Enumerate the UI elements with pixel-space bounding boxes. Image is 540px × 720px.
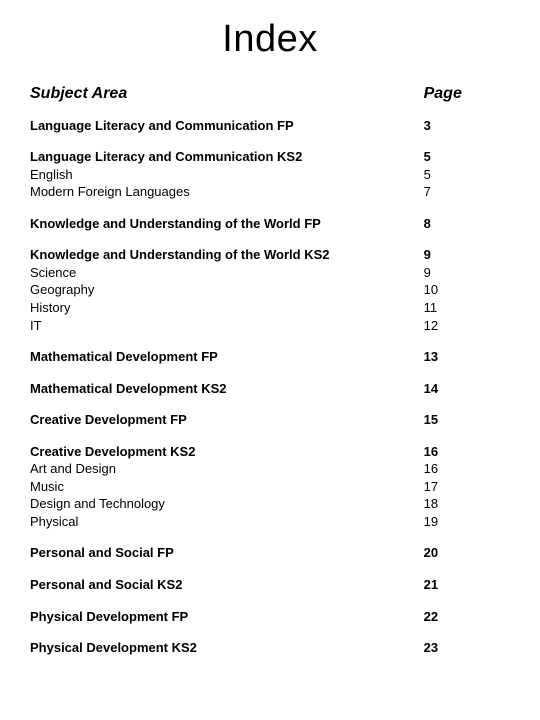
sub-row-subject: IT <box>30 317 424 335</box>
spacer-row <box>30 429 510 443</box>
sub-row: Modern Foreign Languages7 <box>30 183 510 201</box>
section-row: Language Literacy and Communication KS25 <box>30 148 510 166</box>
spacer-row <box>30 562 510 576</box>
section-row-page: 13 <box>424 348 510 366</box>
section-row: Physical Development FP22 <box>30 608 510 626</box>
section-row: Mathematical Development FP13 <box>30 348 510 366</box>
section-row-page: 14 <box>424 380 510 398</box>
section-row-subject: Language Literacy and Communication KS2 <box>30 148 424 166</box>
sub-row-page: 18 <box>424 495 510 513</box>
section-row-page: 16 <box>424 443 510 461</box>
spacer-row <box>30 366 510 380</box>
sub-row: Physical19 <box>30 513 510 531</box>
spacer-row <box>30 594 510 608</box>
section-row-subject: Creative Development KS2 <box>30 443 424 461</box>
sub-row: History11 <box>30 299 510 317</box>
section-row-page: 20 <box>424 544 510 562</box>
section-row: Knowledge and Understanding of the World… <box>30 215 510 233</box>
spacer-row <box>30 334 510 348</box>
sub-row: English5 <box>30 166 510 184</box>
sub-row: Geography10 <box>30 281 510 299</box>
section-row: Knowledge and Understanding of the World… <box>30 246 510 264</box>
section-row-page: 21 <box>424 576 510 594</box>
page-title: Index <box>30 18 510 61</box>
header-row-subject: Subject Area <box>30 83 424 117</box>
spacer-row <box>30 232 510 246</box>
section-row-subject: Physical Development KS2 <box>30 639 424 657</box>
section-row-subject: Personal and Social FP <box>30 544 424 562</box>
section-row-page: 22 <box>424 608 510 626</box>
section-row-page: 9 <box>424 246 510 264</box>
section-row-page: 23 <box>424 639 510 657</box>
sub-row: IT12 <box>30 317 510 335</box>
sub-row-page: 5 <box>424 166 510 184</box>
section-row: Creative Development KS216 <box>30 443 510 461</box>
sub-row-subject: Music <box>30 478 424 496</box>
section-row: Mathematical Development KS214 <box>30 380 510 398</box>
sub-row-page: 16 <box>424 460 510 478</box>
sub-row-page: 17 <box>424 478 510 496</box>
section-row: Personal and Social KS221 <box>30 576 510 594</box>
section-row: Creative Development FP15 <box>30 411 510 429</box>
section-row-subject: Creative Development FP <box>30 411 424 429</box>
sub-row-subject: Art and Design <box>30 460 424 478</box>
section-row-subject: Personal and Social KS2 <box>30 576 424 594</box>
spacer-row <box>30 530 510 544</box>
section-row: Physical Development KS223 <box>30 639 510 657</box>
section-row-subject: Mathematical Development FP <box>30 348 424 366</box>
index-table: Subject AreaPageLanguage Literacy and Co… <box>30 83 510 657</box>
header-row-page: Page <box>424 83 510 117</box>
section-row-subject: Physical Development FP <box>30 608 424 626</box>
spacer-row <box>30 201 510 215</box>
section-row-page: 8 <box>424 215 510 233</box>
sub-row-page: 12 <box>424 317 510 335</box>
sub-row: Art and Design16 <box>30 460 510 478</box>
sub-row-page: 10 <box>424 281 510 299</box>
spacer-row <box>30 397 510 411</box>
spacer-row <box>30 625 510 639</box>
sub-row-page: 11 <box>424 299 510 317</box>
sub-row: Science9 <box>30 264 510 282</box>
header-row: Subject AreaPage <box>30 83 510 117</box>
sub-row-page: 19 <box>424 513 510 531</box>
section-row-subject: Knowledge and Understanding of the World… <box>30 246 424 264</box>
sub-row-page: 9 <box>424 264 510 282</box>
sub-row-subject: Science <box>30 264 424 282</box>
sub-row: Music17 <box>30 478 510 496</box>
section-row-page: 15 <box>424 411 510 429</box>
sub-row-subject: English <box>30 166 424 184</box>
section-row-page: 5 <box>424 148 510 166</box>
section-row-subject: Knowledge and Understanding of the World… <box>30 215 424 233</box>
section-row: Language Literacy and Communication FP3 <box>30 117 510 135</box>
sub-row-subject: Geography <box>30 281 424 299</box>
sub-row-subject: Modern Foreign Languages <box>30 183 424 201</box>
section-row: Personal and Social FP20 <box>30 544 510 562</box>
sub-row-page: 7 <box>424 183 510 201</box>
sub-row: Design and Technology18 <box>30 495 510 513</box>
sub-row-subject: Physical <box>30 513 424 531</box>
section-row-subject: Mathematical Development KS2 <box>30 380 424 398</box>
sub-row-subject: History <box>30 299 424 317</box>
sub-row-subject: Design and Technology <box>30 495 424 513</box>
spacer-row <box>30 134 510 148</box>
section-row-subject: Language Literacy and Communication FP <box>30 117 424 135</box>
section-row-page: 3 <box>424 117 510 135</box>
